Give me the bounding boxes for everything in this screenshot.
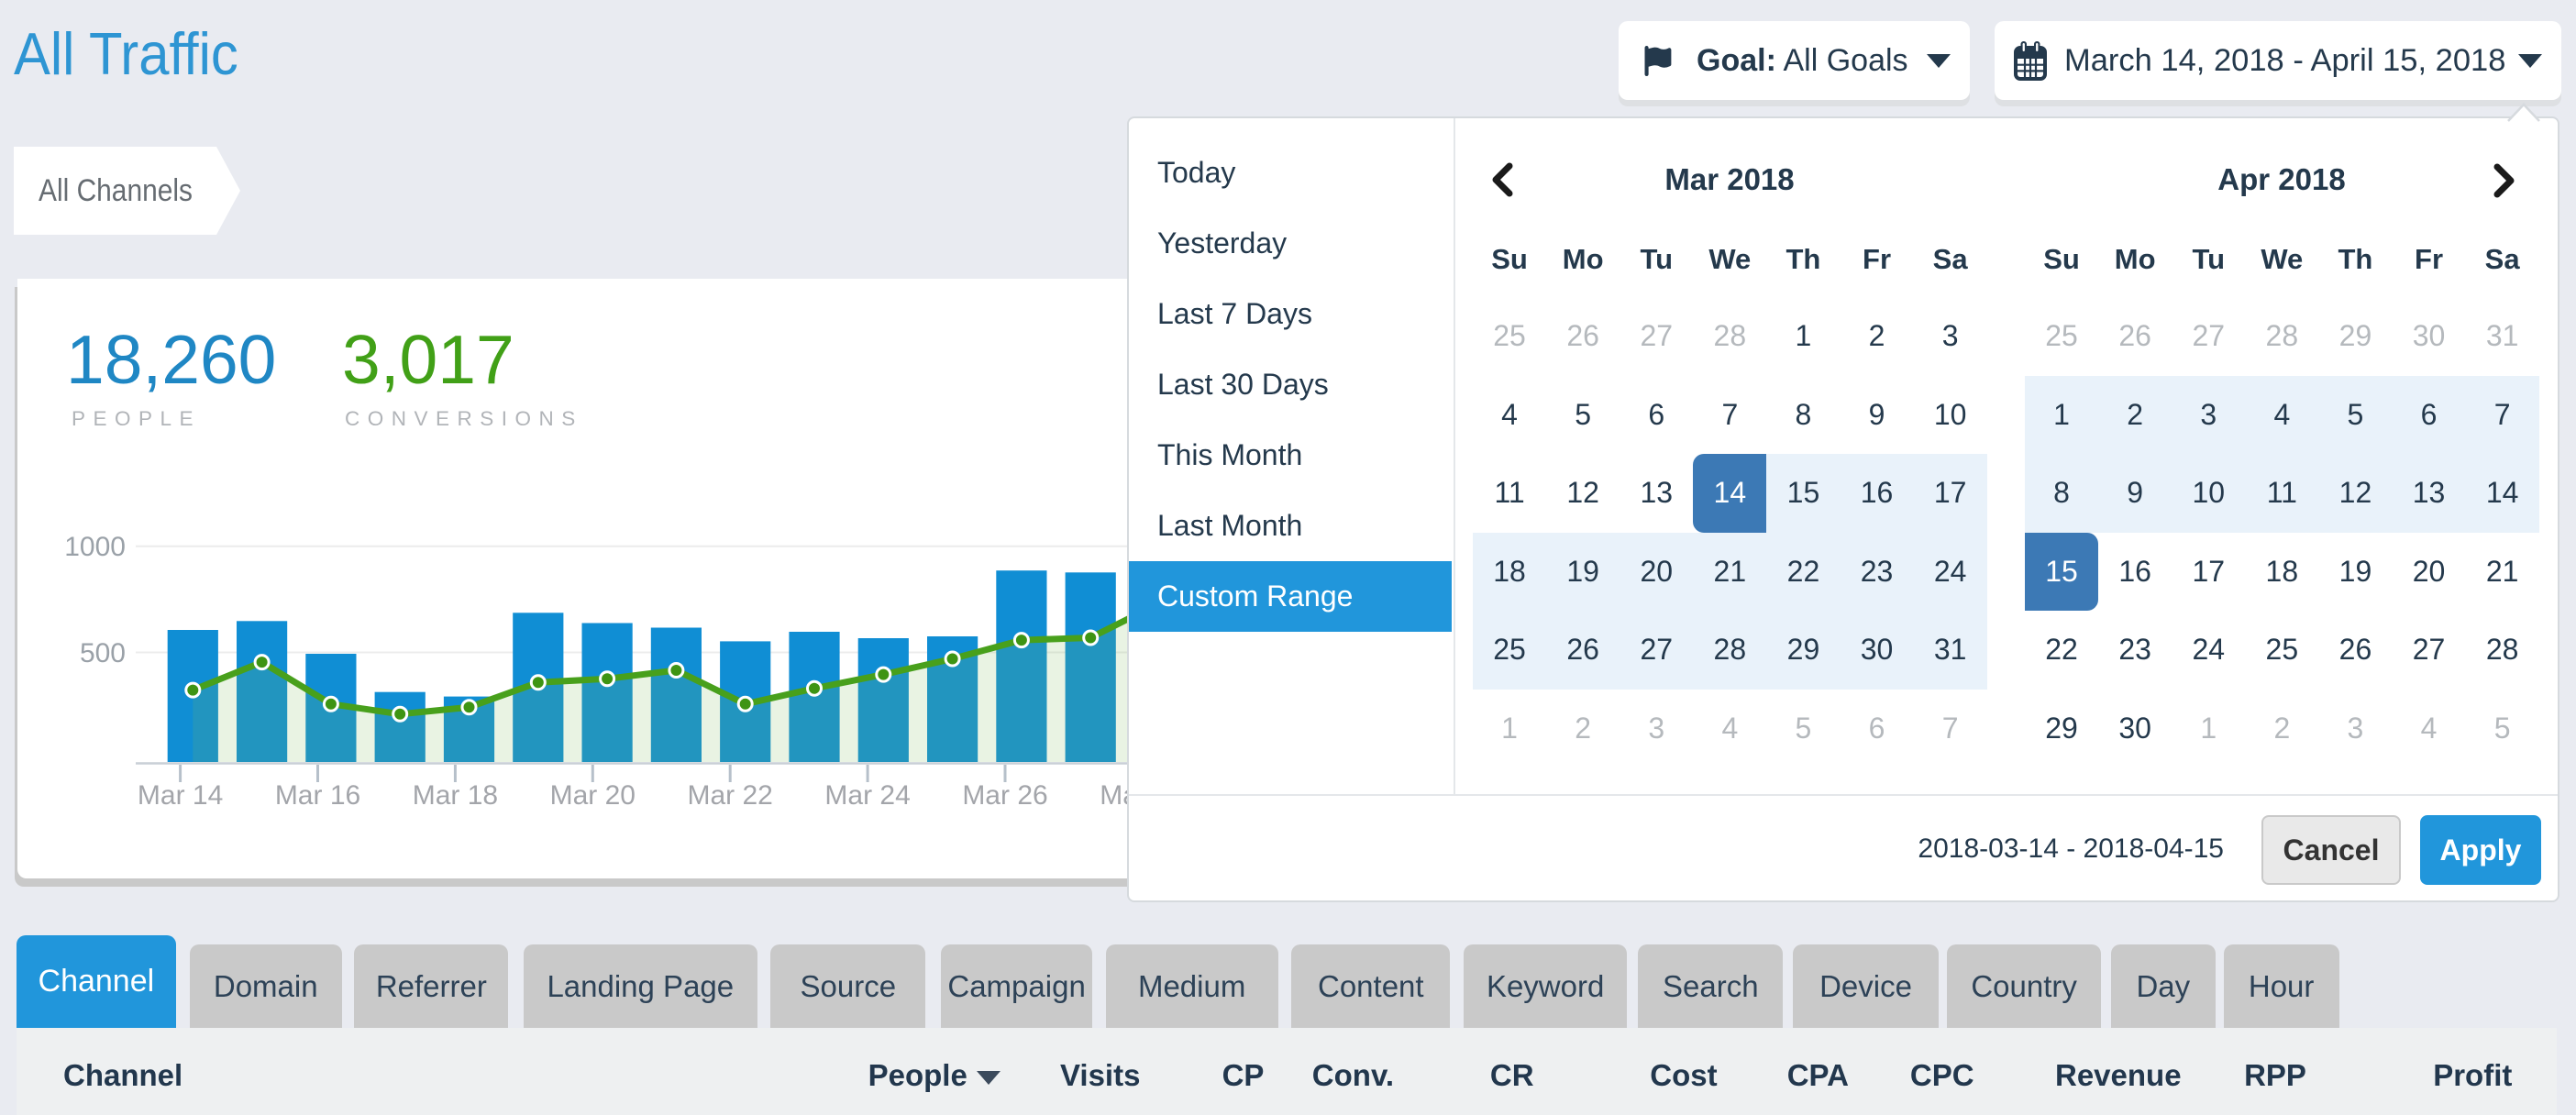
svg-text:Mar 18: Mar 18 (413, 780, 498, 811)
svg-text:500: 500 (80, 638, 126, 668)
svg-text:Mar 16: Mar 16 (275, 780, 360, 811)
svg-text:Mar 22: Mar 22 (688, 780, 773, 811)
svg-text:Mar 26: Mar 26 (962, 780, 1047, 811)
svg-text:1000: 1000 (64, 532, 126, 562)
svg-text:Mar 24: Mar 24 (824, 780, 910, 811)
svg-text:Mar 14: Mar 14 (138, 780, 223, 811)
svg-text:Mar 20: Mar 20 (550, 780, 636, 811)
